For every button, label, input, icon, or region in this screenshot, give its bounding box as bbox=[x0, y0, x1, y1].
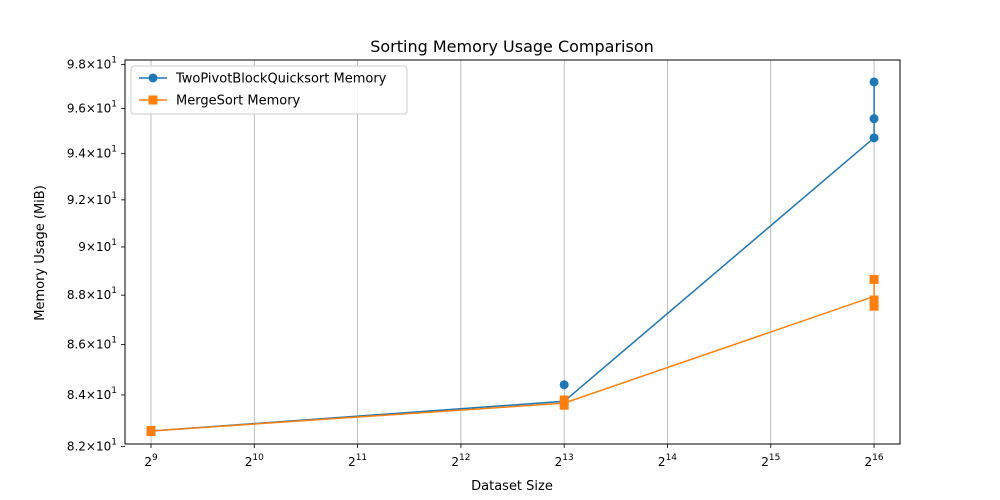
y-axis-label: Memory Usage (MiB) bbox=[33, 185, 48, 321]
x-tick-label: 216 bbox=[865, 453, 884, 469]
data-point bbox=[869, 274, 879, 284]
legend-entry: TwoPivotBlockQuicksort Memory bbox=[139, 72, 387, 87]
x-tick-label: 29 bbox=[144, 453, 158, 469]
y-tick-label: 9×101 bbox=[78, 238, 117, 254]
legend-marker bbox=[148, 73, 158, 83]
series-line bbox=[150, 81, 875, 432]
x-tick-label: 214 bbox=[658, 453, 677, 469]
y-tick-label: 9.4×101 bbox=[67, 145, 117, 161]
y-tick-label: 8.6×101 bbox=[67, 335, 117, 351]
legend-marker bbox=[148, 95, 158, 105]
data-point bbox=[869, 295, 879, 305]
chart-title: Sorting Memory Usage Comparison bbox=[370, 37, 654, 56]
x-tick-label: 211 bbox=[348, 453, 367, 469]
data-point bbox=[869, 301, 879, 311]
data-point bbox=[146, 425, 156, 435]
legend-entry: MergeSort Memory bbox=[139, 94, 301, 109]
y-tick-label: 8.4×101 bbox=[67, 386, 117, 402]
x-tick-label: 213 bbox=[555, 453, 574, 469]
data-point bbox=[869, 133, 879, 143]
x-axis-ticks: 29 210 211 212 213 214 215 216 bbox=[144, 444, 884, 469]
series-layer bbox=[146, 77, 879, 436]
y-tick-label: 9.8×101 bbox=[67, 55, 117, 71]
series-2 bbox=[146, 274, 879, 436]
y-tick-label: 8.8×101 bbox=[67, 286, 117, 302]
x-tick-label: 210 bbox=[245, 453, 264, 469]
y-tick-label: 9.2×101 bbox=[67, 191, 117, 207]
data-point bbox=[869, 77, 879, 87]
legend-box bbox=[130, 65, 408, 115]
legend-label: TwoPivotBlockQuicksort Memory bbox=[175, 72, 387, 87]
x-axis-label: Dataset Size bbox=[471, 479, 553, 494]
series-1 bbox=[146, 77, 879, 436]
x-tick-label: 212 bbox=[451, 453, 470, 469]
y-axis-ticks: 8.2×101 8.4×101 8.6×101 8.8×101 9×101 9.2×101… bbox=[67, 55, 125, 454]
y-tick-label: 9.6×101 bbox=[67, 100, 117, 116]
grid-lines bbox=[150, 60, 875, 444]
data-point bbox=[869, 114, 879, 124]
data-point bbox=[559, 395, 569, 405]
legend: TwoPivotBlockQuicksort Memory MergeSort M… bbox=[130, 65, 408, 115]
y-tick-label: 8.2×101 bbox=[67, 438, 117, 454]
plot-frame bbox=[124, 59, 901, 445]
legend-label: MergeSort Memory bbox=[176, 94, 301, 109]
series-line bbox=[150, 279, 875, 432]
data-point bbox=[559, 380, 569, 390]
data-point bbox=[559, 400, 569, 410]
x-tick-label: 215 bbox=[761, 453, 780, 469]
